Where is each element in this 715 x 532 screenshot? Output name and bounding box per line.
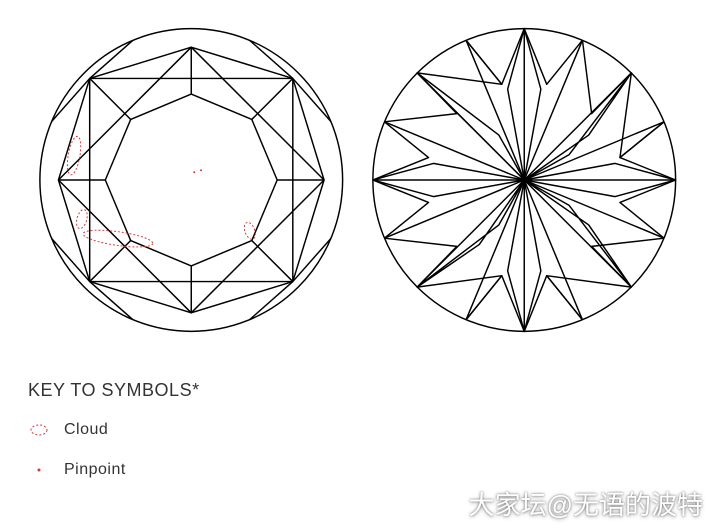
key-title: KEY TO SYMBOLS* [28,380,715,401]
crown-view-diagram [35,20,348,340]
pinpoint-inclusion [200,169,202,171]
pinpoint-inclusion [193,171,195,173]
watermark-text: 大家坛@无语的波特 [469,485,703,522]
key-item-label: Pinpoint [64,461,126,479]
pavilion-view-diagram [368,20,681,340]
pinpoint-symbol-icon [28,459,50,481]
diamond-plot-diagrams [0,0,715,340]
cloud-inclusion [75,208,89,229]
key-item-pinpoint: Pinpoint [28,459,715,481]
cloud-symbol-icon [28,419,50,441]
cloud-inclusion [242,221,257,241]
key-item-label: Cloud [64,421,108,439]
symbols-key: KEY TO SYMBOLS* Cloud Pinpoint [0,380,715,481]
key-item-cloud: Cloud [28,419,715,441]
cloud-inclusion [65,135,83,176]
